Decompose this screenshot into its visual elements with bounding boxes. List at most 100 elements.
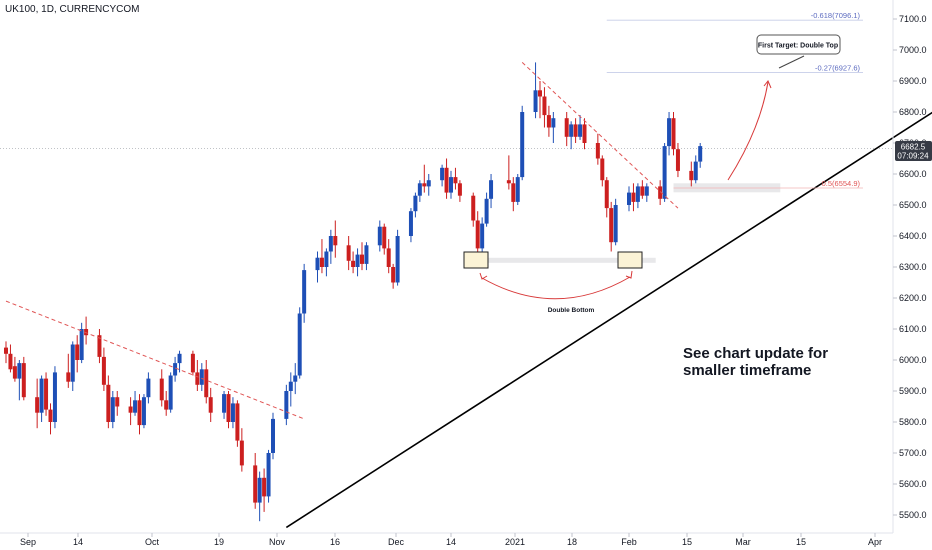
double-bottom-label: Double Bottom	[548, 307, 595, 314]
candle-body	[79, 329, 84, 360]
candle-body	[475, 220, 480, 249]
current-price-marker: 6682.5 07:09:24	[895, 141, 932, 161]
lines-layer	[5, 62, 932, 529]
candle-body	[417, 183, 422, 196]
candle-body	[640, 186, 645, 196]
candle-body	[453, 177, 458, 184]
candle-body	[115, 397, 120, 407]
time-tick-label: 14	[446, 537, 456, 547]
time-tick-label: 16	[330, 537, 340, 547]
fib-level-label: -0.27(6927.6)	[815, 63, 861, 72]
candle-body	[177, 353, 182, 364]
price-tick-label: 5500.0	[899, 510, 927, 520]
candle-body	[671, 118, 676, 150]
target-callout-pointer	[778, 55, 805, 69]
candle-body	[297, 313, 302, 376]
candle-body	[324, 251, 329, 267]
candle-body	[422, 183, 427, 187]
candle-body	[573, 124, 578, 137]
candle-body	[546, 115, 551, 128]
target-callout: First Target: Double Top	[727, 34, 841, 181]
price-tick-label: 6400.0	[899, 231, 927, 241]
double-bottom-markers: Double Bottom	[463, 251, 643, 314]
price-tick-label: 6300.0	[899, 262, 927, 272]
double-bottom-arrow-left	[479, 272, 488, 280]
candle-body	[101, 356, 106, 385]
candle-body	[346, 245, 351, 261]
price-tick-label: 6000.0	[899, 355, 927, 365]
symbol-title: UK100, 1D, CURRENCYCOM	[5, 4, 139, 15]
note-line-2: smaller timeframe	[683, 362, 811, 379]
candle-body	[542, 96, 547, 116]
candle-body	[35, 397, 40, 413]
candle-body	[662, 146, 667, 199]
double-bottom-arrow-right	[625, 270, 633, 279]
time-axis[interactable]: Sep 14 Oct 19 Nov 16 Dec 14 2021 18 Feb 15 Mar 15 Apr	[0, 532, 893, 547]
candle-body	[284, 391, 289, 419]
descending-resistance-line	[521, 62, 679, 209]
candle-body	[48, 409, 53, 422]
candle-body	[569, 124, 574, 137]
double-bottom-marker-right	[617, 251, 643, 269]
candle-body	[613, 205, 618, 243]
time-tick-label: 19	[214, 537, 224, 547]
candle-body	[141, 397, 146, 426]
candle-body	[689, 170, 694, 181]
candle-body	[44, 378, 49, 410]
candle-body	[658, 186, 663, 199]
fib-level-label: -0.618(7096.1)	[811, 11, 861, 20]
candle-body	[253, 465, 258, 503]
current-price-box	[895, 141, 932, 161]
candle-body	[408, 211, 413, 236]
time-tick-label: 15	[796, 537, 806, 547]
target-callout-box	[756, 34, 841, 55]
candle-body	[457, 183, 462, 196]
candle-body	[164, 400, 169, 410]
candle-body	[533, 90, 538, 112]
candles-layer	[4, 62, 703, 522]
candle-body	[582, 124, 587, 143]
candle-body	[489, 180, 494, 199]
price-axis-ticks: 7100.07000.06900.06800.06700.06600.06500…	[893, 14, 927, 520]
price-axis[interactable]: 7100.07000.06900.06800.06700.06600.06500…	[892, 0, 927, 533]
candle-body	[667, 118, 672, 147]
candle-body	[364, 245, 369, 264]
candle-body	[75, 344, 80, 360]
descending-resistance-line	[5, 300, 305, 420]
uptrend-line	[285, 111, 932, 529]
time-tick-label: Oct	[145, 537, 160, 547]
candle-body	[631, 192, 636, 202]
time-axis-ticks: Sep 14 Oct 19 Nov 16 Dec 14 2021 18 Feb 15 Mar 15 Apr	[20, 533, 882, 547]
candle-body	[235, 403, 240, 441]
price-tick-label: 5700.0	[899, 448, 927, 458]
note-text: See chart update for smaller timeframe	[683, 345, 828, 379]
candle-body	[8, 353, 13, 370]
candle-body	[515, 177, 520, 202]
candle-body	[52, 372, 57, 422]
candle-body	[222, 394, 227, 413]
candle-body	[449, 177, 453, 193]
candle-body	[266, 453, 271, 497]
candle-body	[391, 267, 396, 283]
time-tick-label: Apr	[868, 537, 882, 547]
candle-body	[302, 270, 307, 314]
price-tick-label: 6800.0	[899, 107, 927, 117]
candle-body	[627, 192, 631, 205]
time-tick-label: 14	[73, 537, 83, 547]
target-projection-arrow	[727, 81, 769, 181]
candle-body	[506, 180, 511, 184]
fib-levels-layer: -0.618(7096.1) -0.27(6927.6) 0.5(6554.9)	[606, 11, 863, 189]
price-tick-label: 6500.0	[899, 200, 927, 210]
candle-body	[578, 124, 583, 137]
candle-body	[128, 406, 133, 413]
candle-body	[471, 195, 476, 221]
time-tick-label: 18	[567, 537, 577, 547]
current-price-value: 6682.5	[901, 143, 926, 152]
candle-body	[360, 254, 364, 264]
time-tick-label: Nov	[269, 537, 286, 547]
candle-body	[675, 149, 680, 171]
candle-body	[199, 369, 204, 385]
candle-body	[538, 90, 542, 97]
candle-body	[226, 394, 231, 422]
